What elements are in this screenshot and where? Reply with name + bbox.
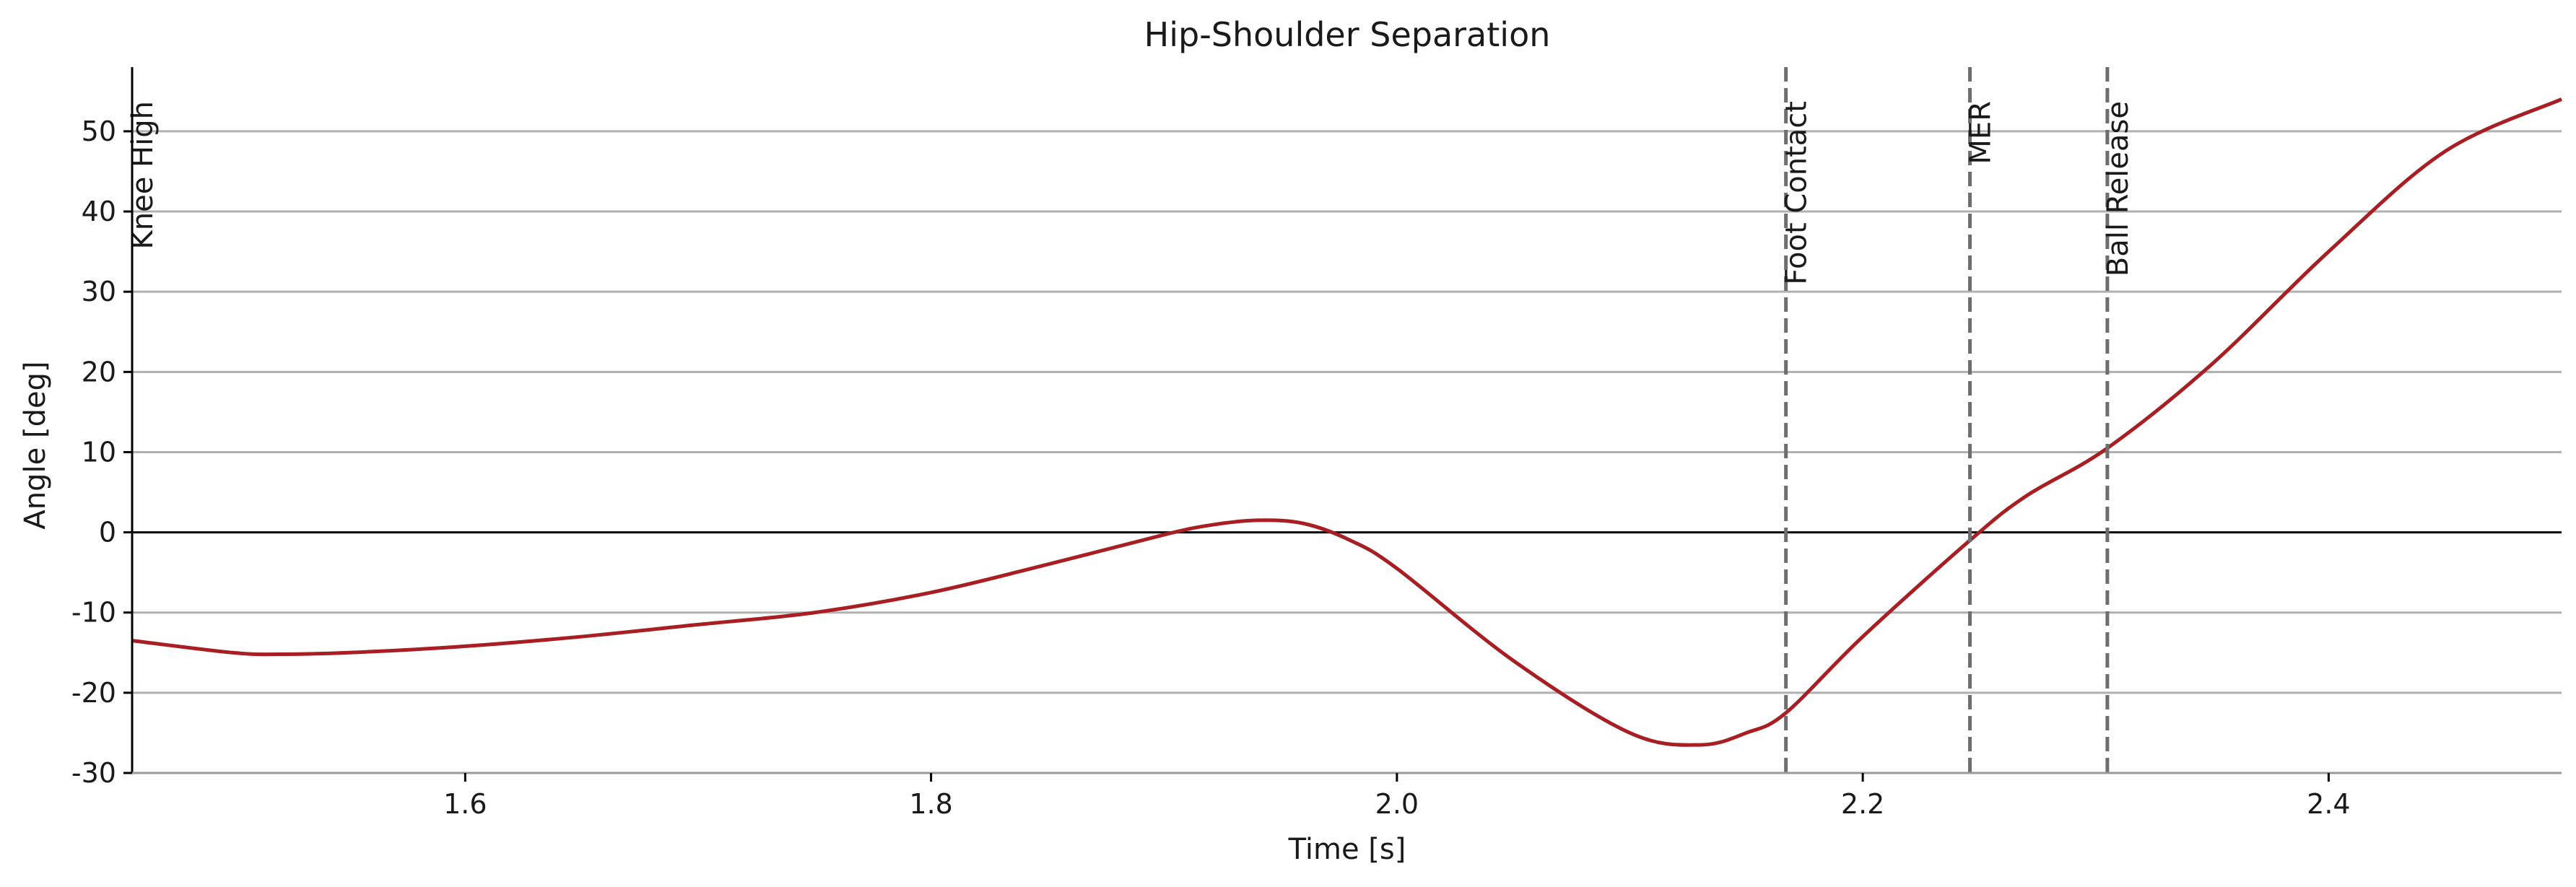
series-group <box>131 97 2563 747</box>
event-label-ball-release: Ball Release <box>2102 101 2135 276</box>
x-tick-label-4: 2.4 <box>2307 788 2350 820</box>
y-tick-label-8: 50 <box>82 115 116 147</box>
event-markers: Knee High Foot Contact MER Ball Release <box>126 67 2135 773</box>
x-tick-label-2: 2.0 <box>1375 788 1419 820</box>
y-tick-label-1: -20 <box>71 677 116 709</box>
x-ticks: 1.6 1.8 2.0 2.2 2.4 <box>443 773 2351 820</box>
y-ticks: -30 -20 -10 0 10 20 30 40 50 <box>71 115 132 789</box>
x-tick-label-0: 1.6 <box>443 788 487 820</box>
y-tick-label-6: 30 <box>82 276 116 307</box>
x-tick-label-1: 1.8 <box>909 788 952 820</box>
chart-title: Hip-Shoulder Separation <box>1144 15 1551 54</box>
grid-lines <box>132 130 2562 774</box>
series-line-0 <box>131 97 2563 747</box>
y-tick-label-0: -30 <box>71 757 116 789</box>
y-tick-label-7: 40 <box>82 196 116 227</box>
y-tick-label-5: 20 <box>82 356 116 388</box>
y-axis-label: Angle [deg] <box>19 361 52 529</box>
y-tick-label-2: -10 <box>71 597 116 629</box>
event-label-foot-contact: Foot Contact <box>1780 101 1814 285</box>
x-tick-label-3: 2.2 <box>1841 788 1884 820</box>
event-label-mer: MER <box>1964 101 1998 165</box>
x-axis-label: Time [s] <box>1288 833 1406 866</box>
axes <box>131 67 2562 774</box>
y-tick-label-4: 10 <box>82 436 116 468</box>
y-tick-label-3: 0 <box>99 517 116 549</box>
